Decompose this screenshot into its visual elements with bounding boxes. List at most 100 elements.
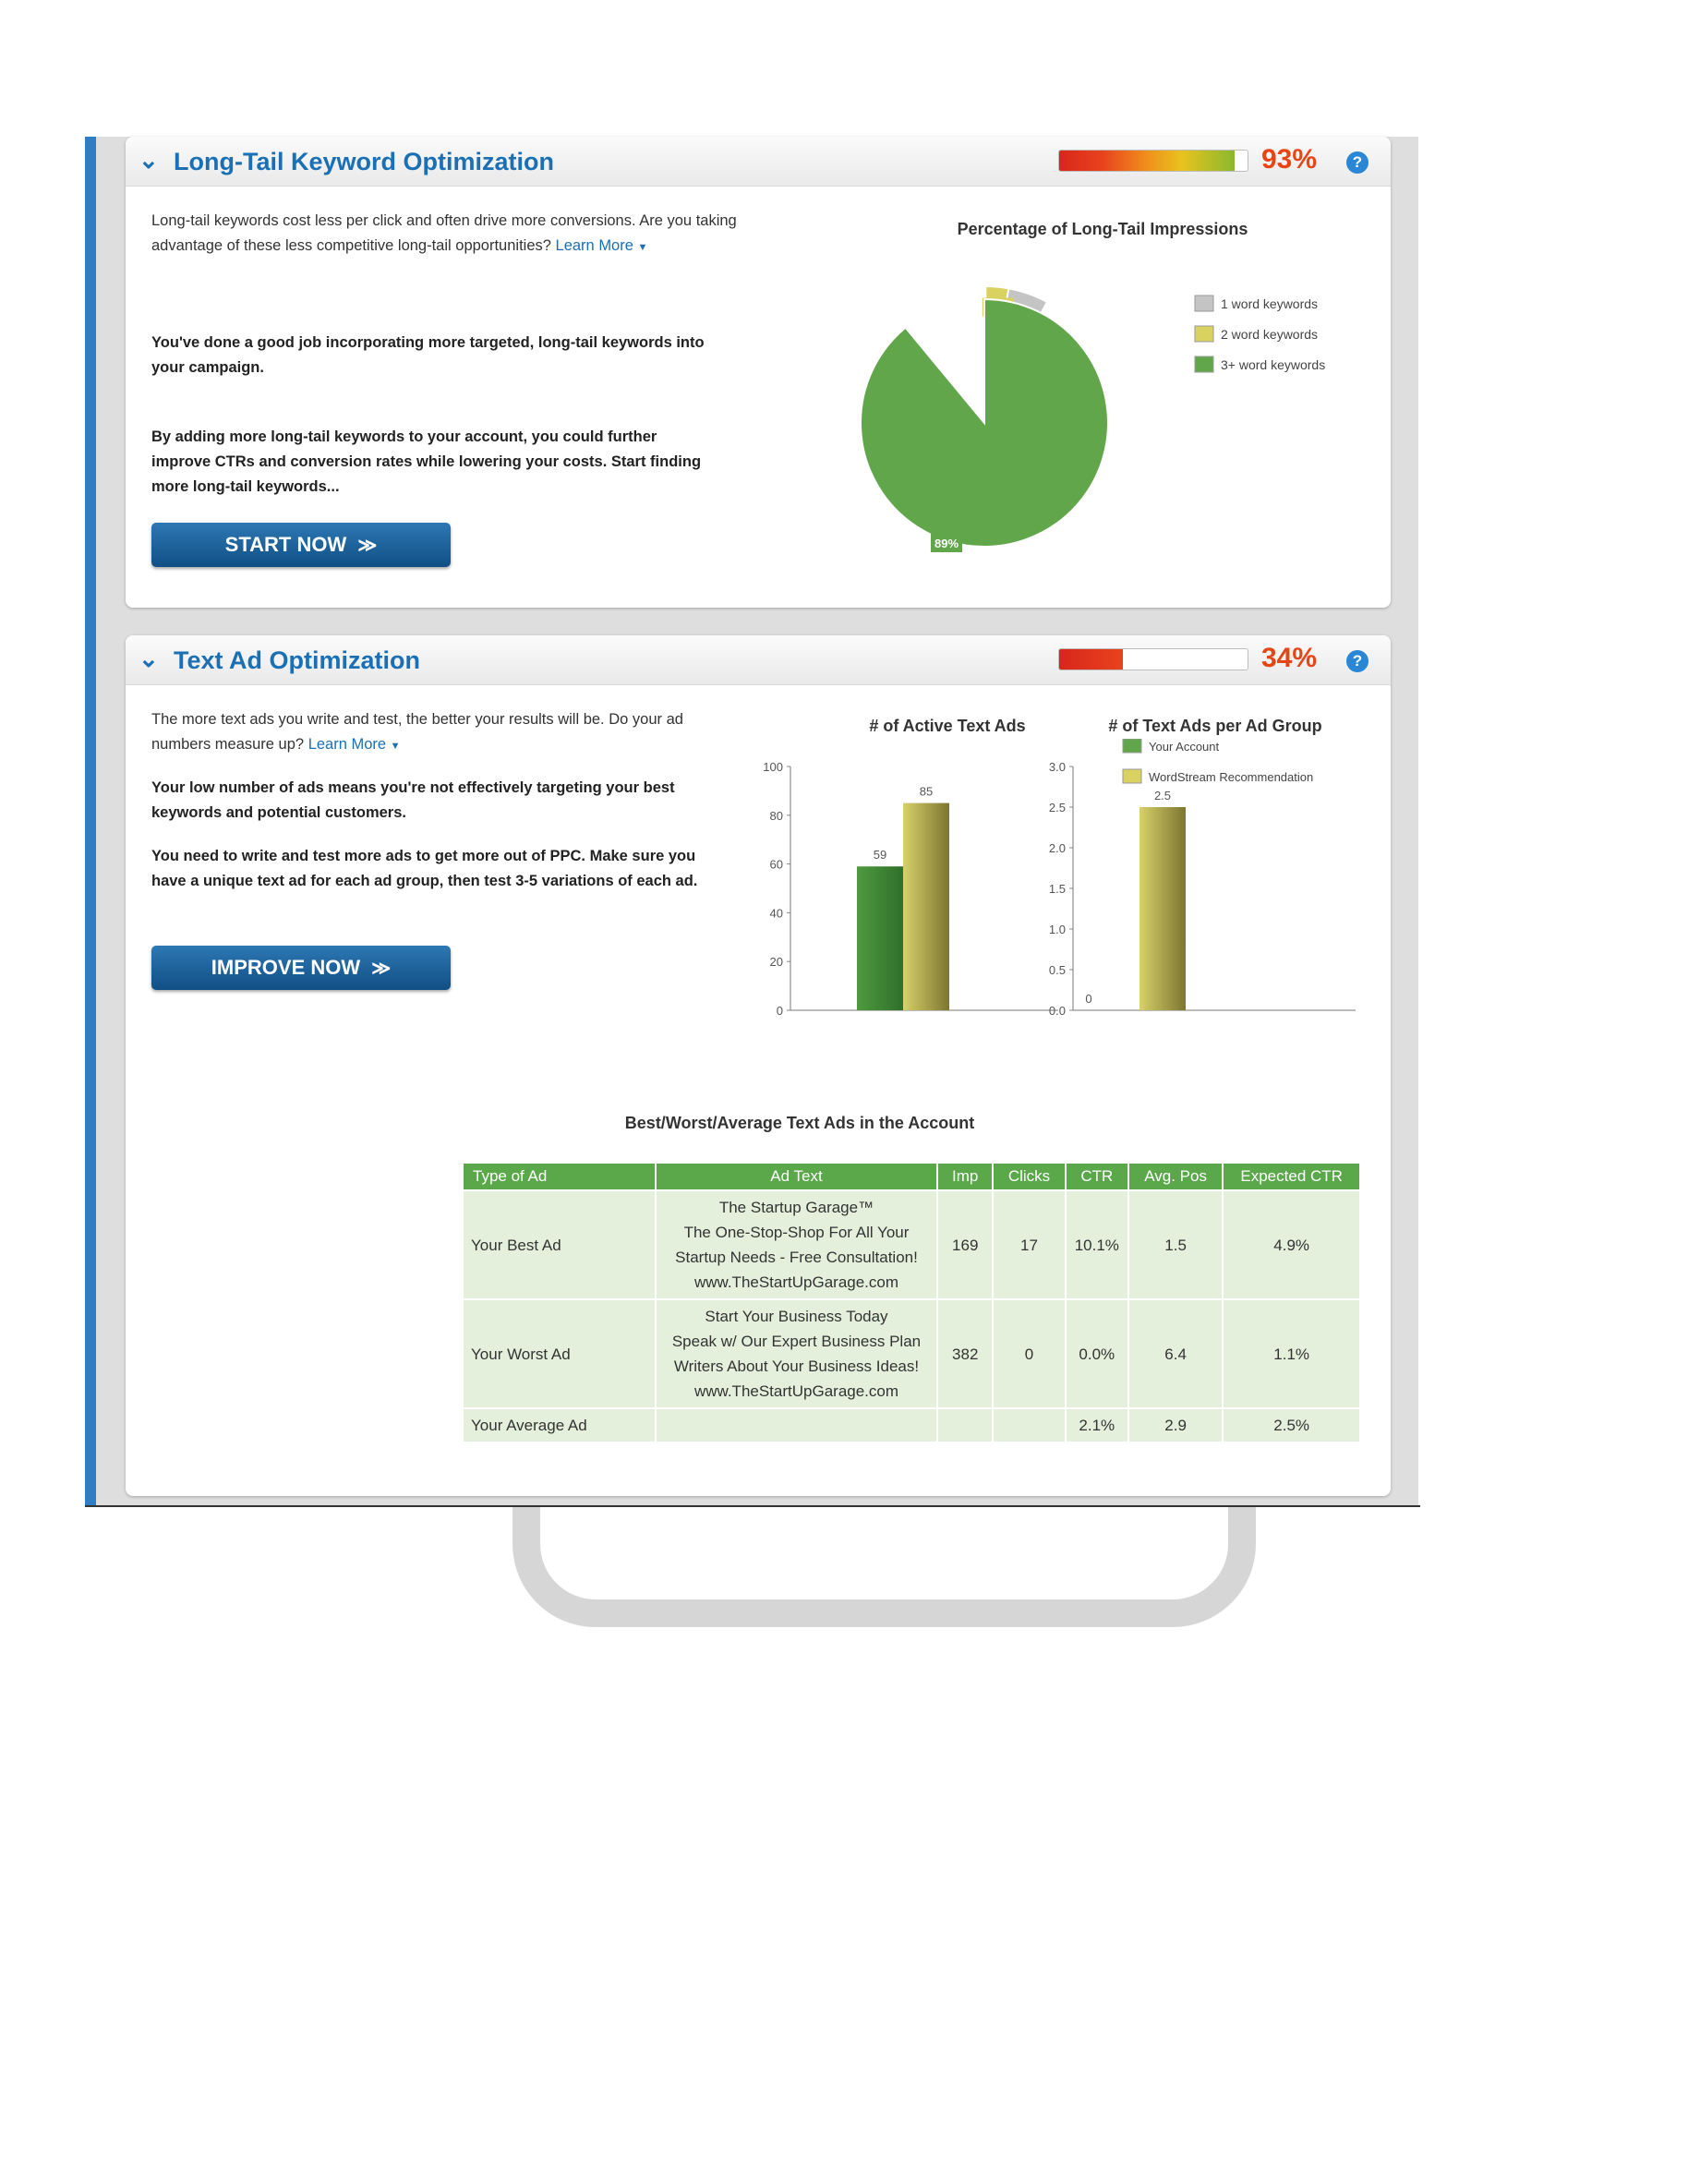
cell-ctr: 0.0% xyxy=(1064,1298,1129,1409)
pie-label-box xyxy=(931,534,962,552)
y-tick-label: 1.5 xyxy=(1049,882,1066,896)
longtail-intro: Long-tail keywords cost less per click a… xyxy=(151,209,742,260)
textad-advice: You need to write and test more ads to g… xyxy=(151,848,698,889)
learn-more-link[interactable]: Learn More ▼ xyxy=(556,237,648,254)
cell-ad-text: The Startup Garage™ The One-Stop-Shop Fo… xyxy=(654,1189,939,1300)
legend-label: WordStream Recommendation xyxy=(1149,770,1313,784)
chevron-down-icon[interactable]: ⌄ xyxy=(139,146,159,174)
longtail-panel: ⌄ Long-Tail Keyword Optimization 93% ? L… xyxy=(126,137,1391,608)
ads-table: Type of Ad Ad Text Imp Clicks CTR Avg. P… xyxy=(462,1162,1361,1443)
learn-more-label: Learn More xyxy=(555,237,633,254)
start-now-button[interactable]: START NOW ≫ xyxy=(151,523,451,567)
help-icon[interactable]: ? xyxy=(1346,650,1368,672)
bar-data-label: 2.5 xyxy=(1154,789,1171,802)
ad-text-line: The One-Stop-Shop For All Your xyxy=(683,1224,910,1241)
bar xyxy=(903,802,949,1010)
col-header-ad-text: Ad Text xyxy=(654,1162,939,1191)
start-now-label: START NOW xyxy=(224,533,347,556)
y-tick-label: 60 xyxy=(770,858,783,872)
cell-avg-pos: 6.4 xyxy=(1127,1298,1224,1409)
cell-avg-pos: 2.9 xyxy=(1127,1407,1224,1443)
cell-type: Your Best Ad xyxy=(462,1189,657,1300)
cell-clicks: 0 xyxy=(992,1298,1067,1409)
cell-ctr: 2.1% xyxy=(1064,1407,1129,1443)
cell-expected-ctr: 1.1% xyxy=(1222,1298,1361,1409)
cell-imp xyxy=(936,1407,995,1443)
longtail-score-bar xyxy=(1058,150,1248,172)
y-tick-label: 0.0 xyxy=(1049,1004,1066,1018)
legend-swatch xyxy=(1194,325,1214,343)
textad-intro-text: The more text ads you write and test, th… xyxy=(151,711,683,753)
legend-swatch xyxy=(1194,295,1214,312)
double-chevron-right-icon: ≫ xyxy=(371,959,392,979)
textad-finding: Your low number of ads means you're not … xyxy=(151,779,675,821)
cell-expected-ctr: 4.9% xyxy=(1222,1189,1361,1300)
y-tick-label: 0 xyxy=(777,1004,783,1018)
textad-title: Text Ad Optimization xyxy=(174,646,420,674)
caret-down-icon: ▼ xyxy=(390,741,401,752)
ad-text-line: Writers About Your Business Ideas! xyxy=(673,1357,920,1375)
chevron-down-icon[interactable]: ⌄ xyxy=(139,645,159,672)
col-header-clicks: Clicks xyxy=(992,1162,1067,1191)
ad-text-line: Speak w/ Our Expert Business Plan xyxy=(671,1333,922,1350)
y-tick-label: 40 xyxy=(770,906,783,920)
table-row-worst: Your Worst Ad Start Your Business Today … xyxy=(462,1298,1361,1409)
legend-swatch xyxy=(1122,739,1142,754)
textad-score-fill xyxy=(1059,649,1124,670)
cell-avg-pos: 1.5 xyxy=(1127,1189,1224,1300)
y-tick-label: 100 xyxy=(763,760,783,774)
textad-intro: The more text ads you write and test, th… xyxy=(151,707,742,759)
monitor-bottom-edge xyxy=(85,1505,1420,1507)
y-tick-label: 80 xyxy=(770,809,783,823)
textad-score-percent: 34% xyxy=(1261,643,1318,673)
col-header-ctr: CTR xyxy=(1064,1162,1129,1191)
improve-now-button[interactable]: IMPROVE NOW ≫ xyxy=(151,946,451,990)
col-header-imp: Imp xyxy=(936,1162,995,1191)
ad-text-line: www.TheStartUpGarage.com xyxy=(693,1273,899,1291)
monitor-stand xyxy=(512,1507,1256,1627)
legend-label: Your Account xyxy=(1149,740,1220,754)
bar-data-label: 0 xyxy=(1085,992,1091,1006)
double-chevron-right-icon: ≫ xyxy=(357,536,378,556)
longtail-score-fill xyxy=(1059,151,1235,171)
y-tick-label: 0.5 xyxy=(1049,963,1066,977)
y-tick-label: 1.0 xyxy=(1049,923,1066,936)
cell-imp: 169 xyxy=(936,1189,995,1300)
pie-slice xyxy=(860,297,1109,548)
textad-score-bar xyxy=(1058,648,1248,670)
ads-table-header-row: Type of Ad Ad Text Imp Clicks CTR Avg. P… xyxy=(462,1162,1361,1191)
legend-swatch xyxy=(1122,768,1142,784)
table-row-best: Your Best Ad The Startup Garage™ The One… xyxy=(462,1189,1361,1300)
legend-swatch xyxy=(1194,356,1214,373)
longtail-title: Long-Tail Keyword Optimization xyxy=(174,148,554,175)
textad-header[interactable]: ⌄ Text Ad Optimization 34% ? xyxy=(126,635,1391,685)
cell-type: Your Worst Ad xyxy=(462,1298,657,1409)
ad-text-line: The Startup Garage™ xyxy=(718,1199,874,1216)
y-tick-label: 2.5 xyxy=(1049,801,1066,814)
active-ads-chart-title: # of Active Text Ads xyxy=(869,717,1026,735)
textad-panel: ⌄ Text Ad Optimization 34% ? The more te… xyxy=(126,635,1391,1496)
cell-clicks xyxy=(992,1407,1067,1443)
bar xyxy=(1139,807,1186,1010)
cell-clicks: 17 xyxy=(992,1189,1067,1300)
ad-text-line: Start Your Business Today xyxy=(705,1308,888,1325)
help-icon[interactable]: ? xyxy=(1346,151,1368,174)
y-tick-label: 2.0 xyxy=(1049,841,1066,855)
longtail-advice: By adding more long-tail keywords to you… xyxy=(151,428,702,495)
longtail-score-percent: 93% xyxy=(1261,144,1318,175)
ad-text-line: www.TheStartUpGarage.com xyxy=(693,1382,899,1400)
col-header-avg-pos: Avg. Pos xyxy=(1127,1162,1224,1191)
longtail-intro-text: Long-tail keywords cost less per click a… xyxy=(151,212,737,254)
pie-chart-title: Percentage of Long-Tail Impressions xyxy=(957,220,1248,238)
pie-data-label: 89% xyxy=(934,537,959,550)
longtail-header[interactable]: ⌄ Long-Tail Keyword Optimization 93% ? xyxy=(126,137,1391,187)
cell-type: Your Average Ad xyxy=(462,1407,657,1443)
learn-more-link[interactable]: Learn More ▼ xyxy=(308,736,401,753)
cell-expected-ctr: 2.5% xyxy=(1222,1407,1361,1443)
bar xyxy=(857,866,903,1010)
y-tick-label: 3.0 xyxy=(1049,760,1066,774)
learn-more-label: Learn More xyxy=(307,736,387,753)
y-tick-label: 20 xyxy=(770,955,783,969)
longtail-good-job: You've done a good job incorporating mor… xyxy=(151,334,705,376)
